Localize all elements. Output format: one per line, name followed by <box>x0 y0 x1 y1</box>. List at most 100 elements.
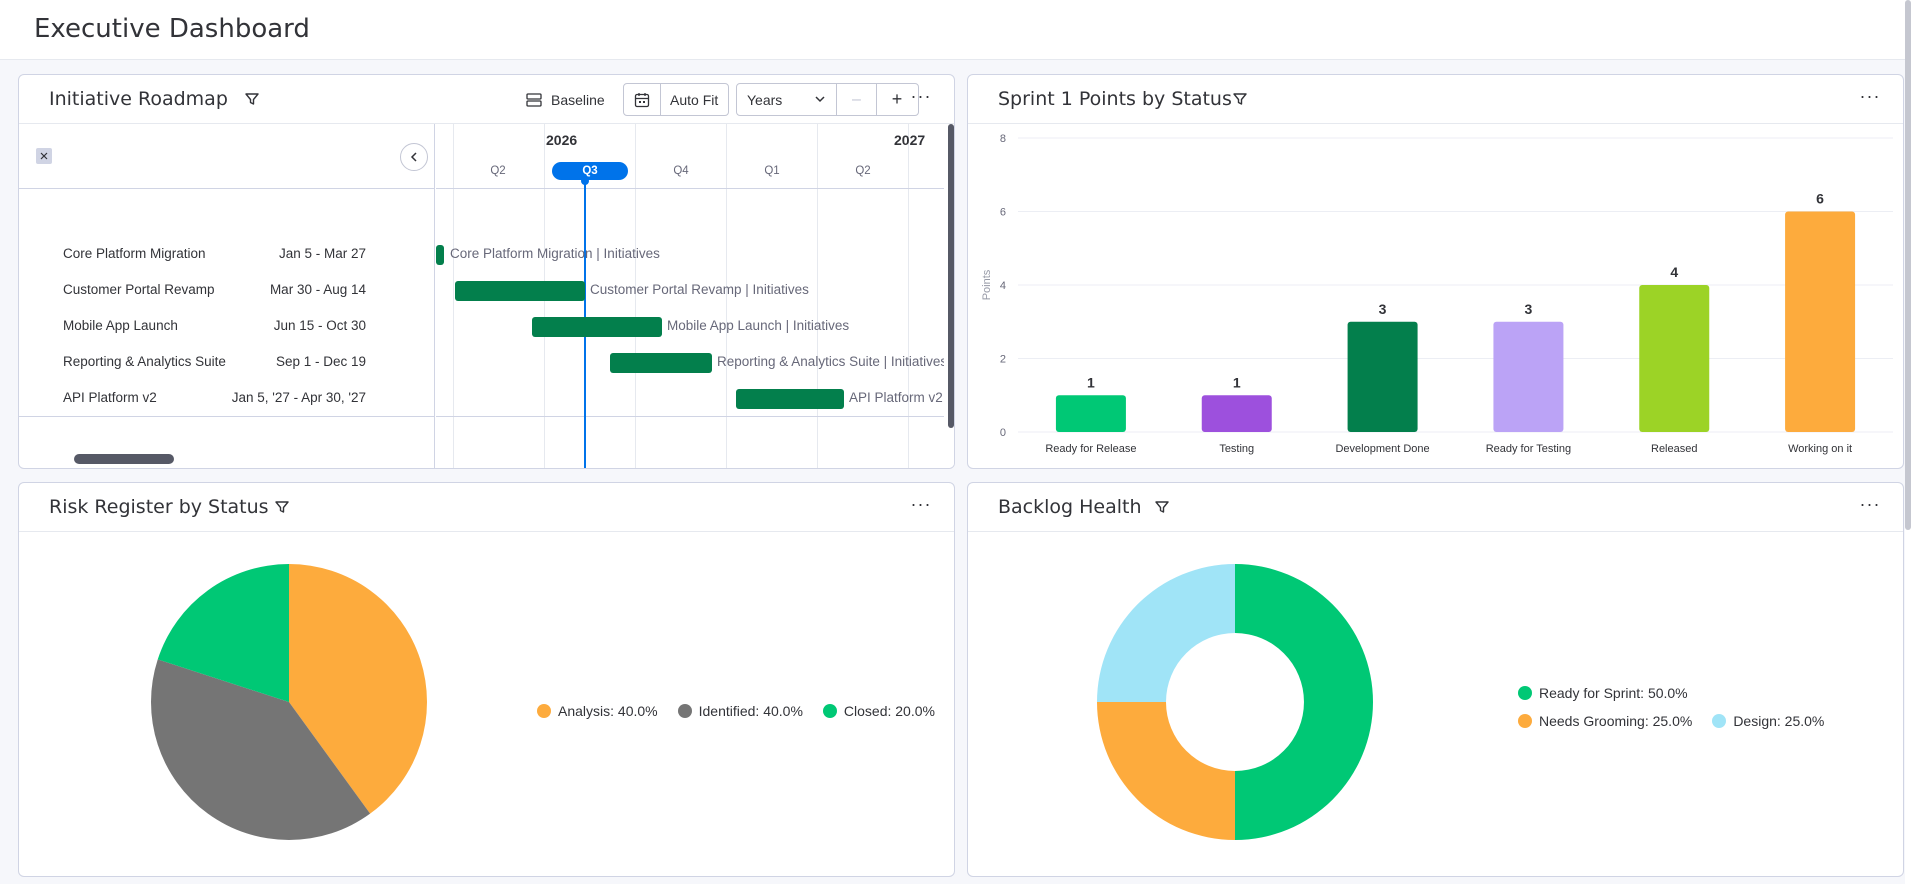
x-tick-label: Released <box>1651 443 1697 455</box>
roadmap-bar-label: Core Platform Migration | Initiatives <box>450 246 660 261</box>
legend-dot <box>677 704 692 718</box>
sprint-points-widget: Sprint 1 Points by Status ··· 0 2 4 6 8 Point… <box>967 74 1904 469</box>
roadmap-bar[interactable] <box>736 389 844 409</box>
timeline-quarter: Q2 <box>855 165 871 177</box>
sprint-bar-chart: 0 2 4 6 8 Points 1 Ready for Release 1 Testing 3 De… <box>981 133 1893 455</box>
roadmap-row-dates: Jan 5 - Mar 27 <box>278 246 366 261</box>
timeline-quarter-active: Q3 <box>552 162 628 180</box>
bar[interactable] <box>1639 285 1710 432</box>
roadmap-bar[interactable] <box>610 353 712 373</box>
bar[interactable] <box>1493 321 1564 432</box>
page-header: Executive Dashboard <box>0 0 1905 60</box>
page-scrollbar[interactable] <box>1905 0 1911 884</box>
legend-label: Needs Grooming: 25.0% <box>1539 713 1693 729</box>
gridline <box>726 124 727 468</box>
collapse-all-icon[interactable] <box>36 148 52 164</box>
bar[interactable] <box>1785 211 1856 433</box>
filter-icon[interactable] <box>243 90 261 108</box>
timeline-year: 2027 <box>894 132 926 148</box>
timeline-year: 2026 <box>546 132 578 148</box>
legend-dot <box>537 704 551 718</box>
legend-dot <box>822 704 837 718</box>
gridline <box>635 124 636 468</box>
roadmap-bar-label: Reporting & Analytics Suite | Initiative… <box>717 354 948 369</box>
filter-icon[interactable] <box>1153 498 1171 516</box>
pie-slice[interactable] <box>157 564 289 702</box>
sprint-title: Sprint 1 Points by Status <box>998 88 1232 110</box>
auto-fit-button[interactable]: Auto Fit <box>670 91 719 108</box>
legend-label: Analysis: 40.0% <box>558 703 658 719</box>
y-tick-label: 2 <box>1000 354 1006 366</box>
timeline-quarter: Q4 <box>673 165 689 177</box>
roadmap-bar[interactable] <box>532 317 662 337</box>
legend-item[interactable]: Analysis: 40.0% <box>537 703 658 719</box>
pie-slice[interactable] <box>1097 564 1235 702</box>
chevron-left-icon[interactable] <box>400 143 428 171</box>
roadmap-row-name: API Platform v2 <box>63 390 157 405</box>
timeline-footer-divider <box>436 416 954 417</box>
pie-slice[interactable] <box>289 564 427 814</box>
filter-icon[interactable] <box>273 498 291 516</box>
backlog-donut-chart <box>1097 564 1373 840</box>
more-options-icon[interactable]: ··· <box>910 86 932 106</box>
legend-dot <box>1518 686 1532 700</box>
bar[interactable] <box>1347 321 1418 432</box>
calendar-icon[interactable] <box>624 84 661 115</box>
legend-dot <box>1712 714 1727 728</box>
bar-value-label: 1 <box>1087 374 1095 390</box>
timeline-header-divider <box>436 188 954 189</box>
gridline <box>453 124 454 468</box>
x-tick-label: Ready for Release <box>1045 443 1136 455</box>
zoom-out-button[interactable]: – <box>837 84 877 115</box>
legend-item[interactable]: Design: 25.0% <box>1712 713 1824 729</box>
backlog-widget-header: Backlog Health ··· <box>968 483 1903 532</box>
y-tick-label: 6 <box>1000 207 1006 219</box>
roadmap-bar-label: Mobile App Launch | Initiatives <box>667 318 850 333</box>
page-title: Executive Dashboard <box>34 14 310 44</box>
bar-value-label: 1 <box>1233 374 1241 390</box>
more-options-icon[interactable]: ··· <box>1859 86 1881 106</box>
scale-select[interactable]: Years <box>737 84 837 115</box>
legend-label: Design: 25.0% <box>1733 713 1825 729</box>
legend-item[interactable]: Needs Grooming: 25.0% <box>1518 713 1692 729</box>
y-axis-label: Points <box>981 269 993 300</box>
bar[interactable] <box>1201 395 1272 432</box>
roadmap-row-dates: Jun 15 - Oct 30 <box>273 318 366 333</box>
gridline <box>908 124 909 468</box>
bar[interactable] <box>1055 395 1126 432</box>
risk-pie-chart <box>151 564 427 840</box>
page-scrollbar-thumb[interactable] <box>1905 0 1911 530</box>
baseline-button[interactable]: Baseline <box>525 83 605 116</box>
roadmap-row-dates: Jan 5, '27 - Apr 30, '27 <box>231 390 366 405</box>
more-options-icon[interactable]: ··· <box>1859 494 1881 514</box>
zoom-in-button[interactable]: + <box>891 89 903 109</box>
vertical-scrollbar-thumb[interactable] <box>948 124 954 428</box>
gridline <box>817 124 818 468</box>
roadmap-timeline: 2026 2027 Q2 Q3 Q4 Q1 Q2 Core Platform M… <box>436 124 954 468</box>
bar-value-label: 3 <box>1379 301 1387 317</box>
x-tick-label: Testing <box>1219 443 1254 455</box>
legend-item[interactable]: Closed: 20.0% <box>822 703 935 719</box>
bar-value-label: 4 <box>1670 264 1678 280</box>
pie-slice[interactable] <box>151 659 371 840</box>
legend-label: Identified: 40.0% <box>698 703 803 719</box>
legend-item[interactable]: Identified: 40.0% <box>677 703 803 719</box>
y-tick-label: 4 <box>1000 280 1006 292</box>
legend-label: Ready for Sprint: 50.0% <box>1539 685 1688 701</box>
filter-icon[interactable] <box>1231 90 1249 108</box>
legend-item[interactable]: Ready for Sprint: 50.0% <box>1518 685 1688 701</box>
more-options-icon[interactable]: ··· <box>910 494 932 514</box>
roadmap-bar[interactable] <box>436 245 444 265</box>
legend-label: Closed: 20.0% <box>843 703 935 719</box>
horizontal-scrollbar-thumb[interactable] <box>74 454 174 464</box>
pie-slice[interactable] <box>1097 702 1235 840</box>
x-tick-label: Ready for Testing <box>1486 443 1571 455</box>
pie-slice[interactable] <box>1235 564 1373 840</box>
roadmap-widget-header: Initiative Roadmap Baseline Auto Fit Yea… <box>19 75 954 124</box>
scale-select-value: Years <box>747 91 783 108</box>
roadmap-bar[interactable] <box>455 281 585 301</box>
today-marker-dot <box>581 177 589 185</box>
sprint-widget-header: Sprint 1 Points by Status ··· <box>968 75 1903 124</box>
baseline-icon <box>525 91 543 109</box>
auto-fit-group: Auto Fit <box>623 83 729 116</box>
